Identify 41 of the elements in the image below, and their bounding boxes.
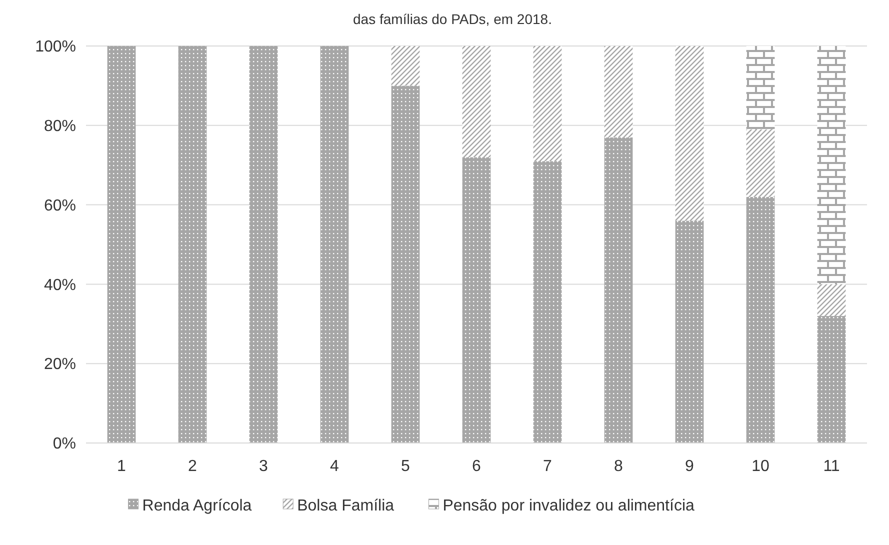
bar bbox=[817, 284, 846, 316]
bar bbox=[178, 46, 207, 443]
bar bbox=[533, 46, 562, 162]
y-tick-label: 100% bbox=[35, 38, 76, 56]
x-tick-label: 9 bbox=[685, 458, 694, 475]
x-tick-label: 10 bbox=[752, 458, 770, 475]
x-tick-label: 8 bbox=[614, 458, 624, 475]
bar bbox=[817, 46, 846, 284]
bar bbox=[533, 161, 562, 443]
y-tick-label: 20% bbox=[44, 356, 76, 374]
legend-label: Renda Agrícola bbox=[142, 498, 252, 515]
bar bbox=[462, 157, 491, 443]
bar bbox=[462, 46, 491, 158]
x-tick-label: 5 bbox=[401, 458, 410, 475]
bar bbox=[320, 46, 349, 443]
bar bbox=[746, 129, 775, 197]
bar bbox=[604, 137, 633, 443]
x-tick-label: 6 bbox=[472, 458, 482, 475]
bar bbox=[107, 46, 136, 443]
bar bbox=[746, 46, 775, 130]
bar bbox=[604, 46, 633, 138]
legend-label: Pensão por invalidez ou alimentícia bbox=[442, 498, 695, 515]
y-tick-label: 40% bbox=[44, 276, 76, 294]
bar bbox=[391, 86, 420, 443]
legend-label: Bolsa Família bbox=[297, 498, 394, 515]
x-tick-label: 4 bbox=[330, 458, 340, 475]
bar bbox=[817, 316, 846, 443]
bar bbox=[391, 46, 420, 86]
x-tick-label: 2 bbox=[188, 458, 198, 475]
x-tick-label: 1 bbox=[117, 458, 126, 475]
bar bbox=[675, 46, 704, 221]
bar bbox=[675, 220, 704, 443]
chart-title: das famílias do PADs, em 2018. bbox=[353, 11, 552, 27]
y-tick-label: 80% bbox=[44, 118, 76, 135]
y-tick-label: 60% bbox=[44, 197, 76, 214]
y-tick-label: 0% bbox=[52, 436, 76, 453]
x-tick-label: 3 bbox=[259, 458, 268, 475]
bar bbox=[249, 46, 278, 443]
bar bbox=[746, 196, 775, 443]
x-tick-label: 7 bbox=[543, 458, 552, 475]
x-tick-label: 11 bbox=[823, 458, 840, 475]
